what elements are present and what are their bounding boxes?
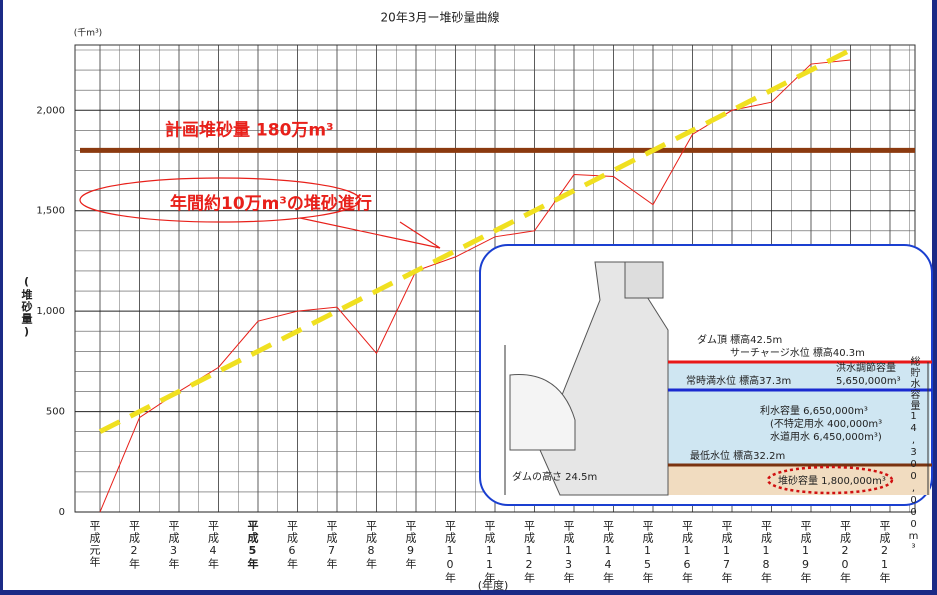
water [668, 362, 930, 465]
annotation: 年間約10万m³の堆砂進行 [170, 193, 372, 214]
y-tick-label: 1,000 [36, 306, 65, 317]
x-tick-label: 平成20年 [839, 520, 852, 584]
x-tick-label: 平成2年 [128, 520, 141, 570]
y-tick-label: 500 [46, 407, 65, 418]
x-tick-label: 平成10年 [444, 520, 457, 584]
inset-label: 堆砂容量 1,800,000m³ [778, 474, 886, 487]
sediment-highlight [766, 465, 894, 495]
inset-label: 常時満水位 標高37.3m [686, 374, 791, 387]
x-tick-label: 平成5年 [246, 520, 259, 570]
spillway [509, 374, 576, 451]
x-tick-label: 平成17年 [720, 520, 733, 584]
dam-gate [624, 261, 664, 299]
x-tick-label: 平成4年 [207, 520, 220, 570]
series-line [98, 47, 852, 434]
x-tick-label: 平成元年 [88, 520, 101, 568]
x-tick-label: 平成8年 [365, 520, 378, 570]
chart-title: 20年3月ー堆砂量曲線 [381, 10, 500, 25]
reference-label: 計画堆砂量 180万m³ [165, 119, 334, 140]
inset-label: サーチャージ水位 標高40.3m [730, 346, 865, 359]
x-tick-label: 平成14年 [602, 520, 615, 584]
x-tick-label: 平成16年 [681, 520, 694, 584]
annotation-ellipse [79, 177, 361, 223]
marks [80, 47, 915, 513]
inset-label: 最低水位 標高32.2m [690, 449, 785, 462]
x-tick-label: 平成9年 [404, 520, 417, 570]
x-tick-label: 平成13年 [562, 520, 575, 584]
inset-label: ダムの高さ 24.5m [512, 470, 597, 483]
x-tick-label: 平成6年 [286, 520, 299, 570]
x-axis-label: (年度) [478, 578, 509, 592]
x-tick-label: 平成18年 [760, 520, 773, 584]
x-tick-label: 平成7年 [325, 520, 338, 570]
y-unit: (千m³) [74, 28, 102, 39]
annotation-pointer [299, 217, 441, 249]
x-tick-label: 平成15年 [641, 520, 654, 584]
y-tick-label: 1,500 [36, 206, 65, 217]
inset-label: 利水容量 6,650,000m³ [760, 404, 868, 417]
x-tick-label: 平成19年 [799, 520, 812, 584]
x-tick-label: 平成21年 [878, 520, 891, 584]
y-tick-label: 2,000 [36, 105, 65, 116]
x-tick-label: 平成12年 [523, 520, 536, 584]
x-tick-label: 平成3年 [167, 520, 180, 570]
inset-label: (不特定用水 400,000m³ [770, 417, 882, 430]
inset-label: 水道用水 6,450,000m³) [770, 430, 882, 443]
inset-label: ダム頂 標高42.5m [697, 333, 782, 346]
inset-label: 洪水調節容量 [836, 361, 896, 374]
inset: ダム頂 標高42.5m サーチャージ水位 標高40.3m 洪水調節容量 5,65… [479, 244, 933, 555]
y-tick-label: 0 [59, 507, 65, 518]
inset-label: 5,650,000m³ [836, 376, 901, 387]
y-axis-label: (堆砂量) [20, 275, 33, 339]
x-tick-label: 平成11年 [483, 520, 496, 584]
inset-label: 総貯水容量14,300,000m³ [908, 355, 920, 555]
